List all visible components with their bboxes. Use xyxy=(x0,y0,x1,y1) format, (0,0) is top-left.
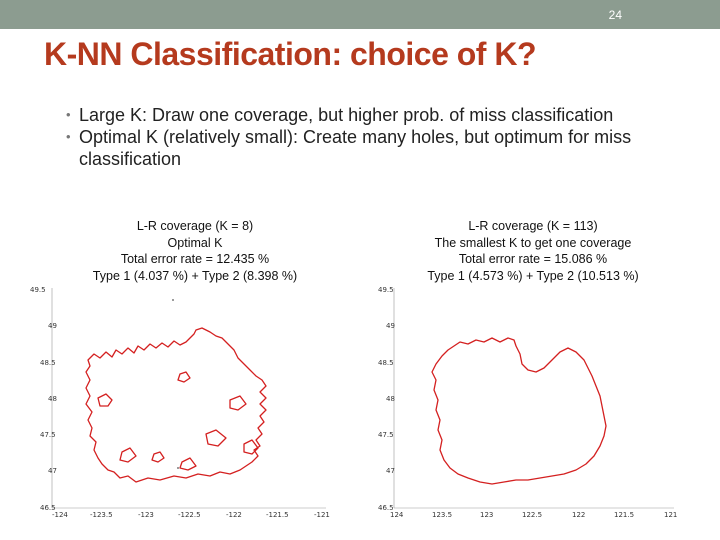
y-tick-label: 47 xyxy=(48,467,57,475)
x-tick-label: 121 xyxy=(664,511,677,519)
y-tick-label: 48.5 xyxy=(378,359,394,367)
caption-line: Total error rate = 15.086 % xyxy=(458,252,608,266)
y-tick-label: 49.5 xyxy=(30,286,46,294)
coverage-contours-k113 xyxy=(431,337,607,485)
x-tick-label: 121.5 xyxy=(614,511,634,519)
caption-line: Total error rate = 12.435 % xyxy=(120,252,270,266)
caption-line: L-R coverage (K = 8) xyxy=(136,219,254,233)
x-ticks: -124 -123.5 -123 -122.5 -122 -121.5 -121 xyxy=(52,511,330,519)
x-tick-label: -123.5 xyxy=(90,511,113,519)
y-ticks: 49.5 49 48.5 48 47.5 47 46.5 xyxy=(30,286,57,512)
single-coverage-contour xyxy=(431,337,607,485)
y-ticks: 49.5 49 48.5 48 47.5 47 46.5 xyxy=(378,286,395,512)
y-tick-label: 49.5 xyxy=(378,286,394,294)
y-tick-label: 47.5 xyxy=(378,431,394,439)
x-ticks: 124 123.5 123 122.5 122 121.5 121 xyxy=(390,511,677,519)
outer-coverage-contour xyxy=(85,327,267,483)
y-tick-label: 46.5 xyxy=(378,504,394,512)
y-tick-label: 48.5 xyxy=(40,359,56,367)
x-tick-label: -122 xyxy=(226,511,242,519)
coverage-plot-k8: 49.5 49 48.5 48 47.5 47 46.5 -124 -123.5… xyxy=(30,286,330,519)
caption-line: The smallest K to get one coverage xyxy=(434,235,632,250)
caption-line: L-R coverage (K = 113) xyxy=(468,219,598,233)
bullet-optimal-k: Optimal K (relatively small): Create man… xyxy=(66,126,708,170)
x-tick-label: -121 xyxy=(314,511,330,519)
caption-line: Type 1 (4.037 %) + Type 2 (8.398 %) xyxy=(92,268,298,283)
bullet-list: Large K: Draw one coverage, but higher p… xyxy=(66,104,708,170)
slide-number: 24 xyxy=(608,8,622,22)
hole-contour xyxy=(97,393,113,407)
x-tick-label: -122.5 xyxy=(178,511,201,519)
panel-k8: L-R coverage (K = 8) Optimal K Total err… xyxy=(30,216,360,519)
x-tick-label: 123.5 xyxy=(432,511,452,519)
coverage-contours-k8 xyxy=(85,299,267,483)
panel-caption: L-R coverage (K = 8) Optimal K Total err… xyxy=(30,218,360,284)
x-tick-label: 123 xyxy=(480,511,493,519)
caption-line: Type 1 (4.573 %) + Type 2 (10.513 %) xyxy=(427,268,639,283)
y-tick-label: 49 xyxy=(48,322,57,330)
x-tick-label: 124 xyxy=(390,511,404,519)
x-tick-label: -123 xyxy=(138,511,154,519)
hole-contour xyxy=(243,439,259,455)
hole-contour xyxy=(205,429,227,447)
panel-k113: L-R coverage (K = 113) The smallest K to… xyxy=(368,216,698,519)
y-tick-label: 47.5 xyxy=(40,431,56,439)
hole-contour xyxy=(229,395,247,411)
y-tick-label: 47 xyxy=(386,467,395,475)
y-tick-label: 48 xyxy=(386,395,395,403)
hole-contour xyxy=(177,371,191,383)
y-tick-label: 49 xyxy=(386,322,395,330)
x-tick-label: -121.5 xyxy=(266,511,289,519)
slide-title: K-NN Classification: choice of K? xyxy=(44,36,537,72)
hole-contour xyxy=(179,457,197,471)
caption-line: Optimal K xyxy=(167,235,223,250)
coverage-plot-k113: 49.5 49 48.5 48 47.5 47 46.5 124 123.5 1… xyxy=(378,286,677,519)
x-tick-label: -124 xyxy=(52,511,68,519)
hole-contour xyxy=(119,447,137,463)
x-tick-label: 122.5 xyxy=(522,511,542,519)
panel-caption: L-R coverage (K = 113) The smallest K to… xyxy=(368,218,698,284)
y-tick-label: 46.5 xyxy=(40,504,56,512)
sample-dot xyxy=(177,467,179,469)
y-tick-label: 48 xyxy=(48,395,57,403)
bullet-large-k: Large K: Draw one coverage, but higher p… xyxy=(66,104,708,126)
x-tick-label: 122 xyxy=(572,511,585,519)
sample-dot xyxy=(172,299,174,301)
top-bar: 24 xyxy=(0,0,720,29)
hole-contour xyxy=(151,451,165,463)
